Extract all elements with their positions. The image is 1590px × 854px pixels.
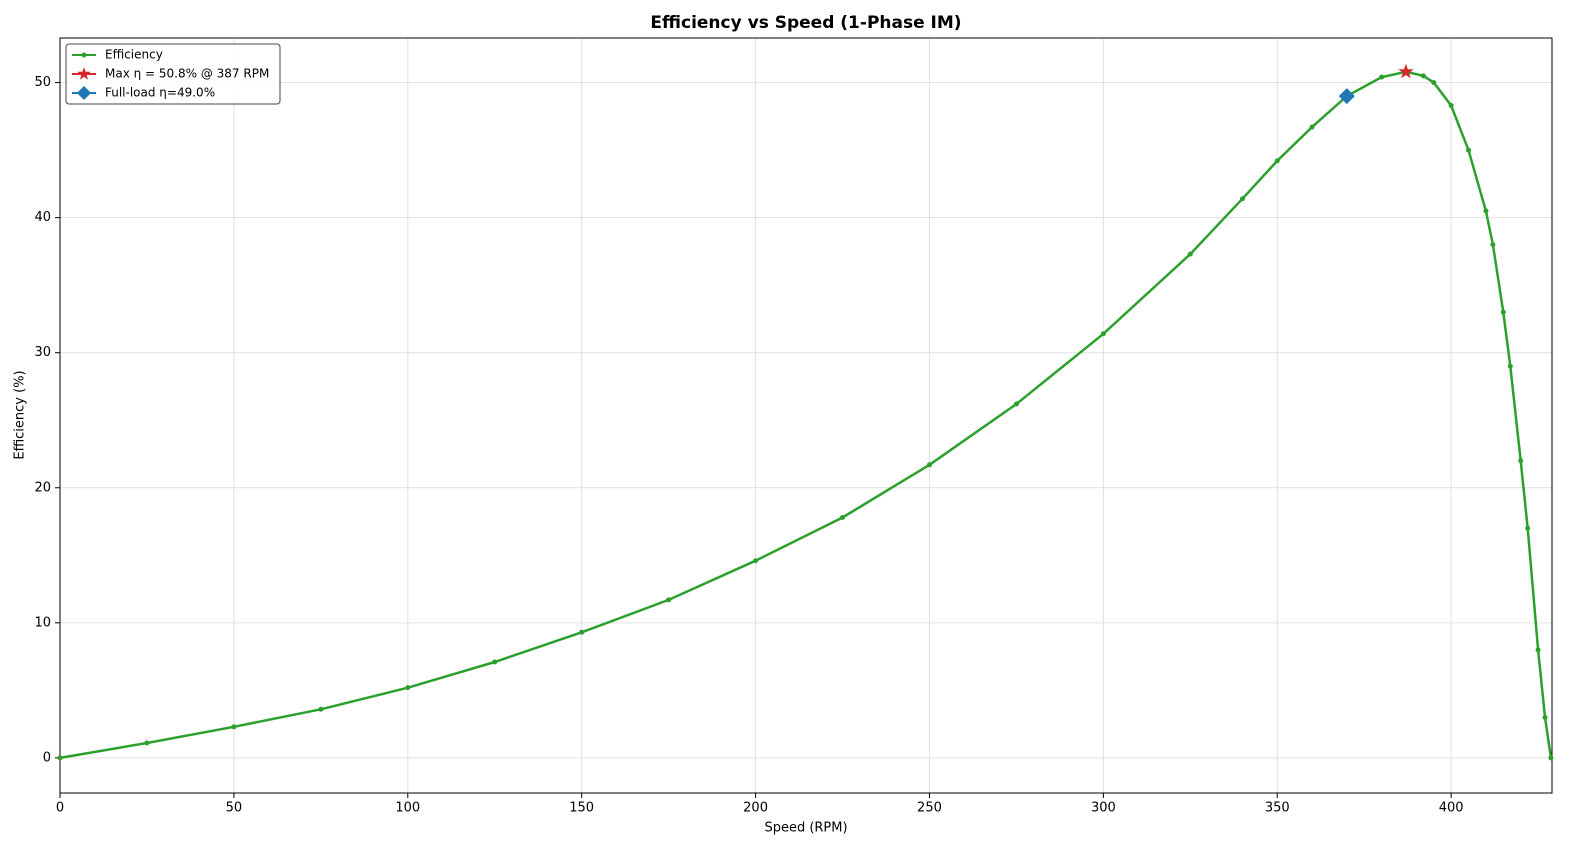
legend-box <box>65 43 281 105</box>
data-point <box>926 462 932 468</box>
data-point <box>1448 103 1454 109</box>
data-point <box>1542 714 1548 720</box>
data-point <box>1187 251 1193 257</box>
data-point <box>1466 147 1472 153</box>
data-point <box>1507 363 1513 369</box>
y-tick-label: 10 <box>34 615 51 630</box>
legend-marker <box>77 86 91 100</box>
data-point <box>57 755 63 761</box>
data-point <box>318 706 324 712</box>
x-tick-label: 400 <box>1439 801 1464 816</box>
legend-label: Full-load η=49.0% <box>105 86 215 100</box>
x-tick-label: 50 <box>226 801 243 816</box>
data-point <box>1100 331 1106 337</box>
data-point <box>1379 74 1385 80</box>
data-point <box>840 514 846 520</box>
chart-title: Efficiency vs Speed (1-Phase IM) <box>650 13 961 33</box>
data-point <box>1420 73 1426 79</box>
x-tick-label: 100 <box>395 801 420 816</box>
data-point <box>1013 401 1019 407</box>
data-point <box>231 724 237 730</box>
data-point <box>144 740 150 746</box>
data-point <box>1239 196 1245 202</box>
data-point <box>1535 647 1541 653</box>
data-point <box>1483 208 1489 214</box>
y-tick-label: 30 <box>34 345 51 360</box>
x-axis-label: Speed (RPM) <box>764 821 847 836</box>
data-point <box>1548 755 1554 761</box>
x-tick-label: 300 <box>1091 801 1116 816</box>
legend-label: Efficiency <box>105 48 163 62</box>
legend-marker <box>81 52 87 58</box>
y-axis-label: Efficiency (%) <box>13 370 28 459</box>
highlight-point <box>1338 88 1355 105</box>
y-tick-label: 20 <box>34 480 51 495</box>
data-point <box>753 558 759 564</box>
y-tick-label: 40 <box>34 210 51 225</box>
y-tick-label: 50 <box>34 75 51 90</box>
y-tick-label: 0 <box>43 750 51 765</box>
data-point <box>1518 458 1524 464</box>
data-point <box>1500 309 1506 315</box>
legend: Efficiency Max η = 50.8% @ 387 RPM Full-lo… <box>65 43 281 105</box>
data-point <box>666 597 672 603</box>
data-point <box>1274 158 1280 164</box>
plot-frame <box>59 37 1553 794</box>
x-tick-label: 0 <box>56 801 64 816</box>
data-point <box>492 659 498 665</box>
x-tick-label: 200 <box>743 801 768 816</box>
efficiency-line <box>59 70 1553 760</box>
highlight-point <box>1398 63 1414 79</box>
x-tick-label: 150 <box>569 801 594 816</box>
data-point <box>405 685 411 691</box>
data-point <box>1490 242 1496 248</box>
data-point <box>579 629 585 635</box>
x-tick-label: 250 <box>917 801 942 816</box>
data-point <box>1525 525 1531 531</box>
data-point <box>1431 80 1437 86</box>
legend-marker <box>77 67 91 80</box>
data-point <box>1309 124 1315 130</box>
x-tick-label: 350 <box>1265 801 1290 816</box>
legend-label: Max η = 50.8% @ 387 RPM <box>105 67 269 81</box>
